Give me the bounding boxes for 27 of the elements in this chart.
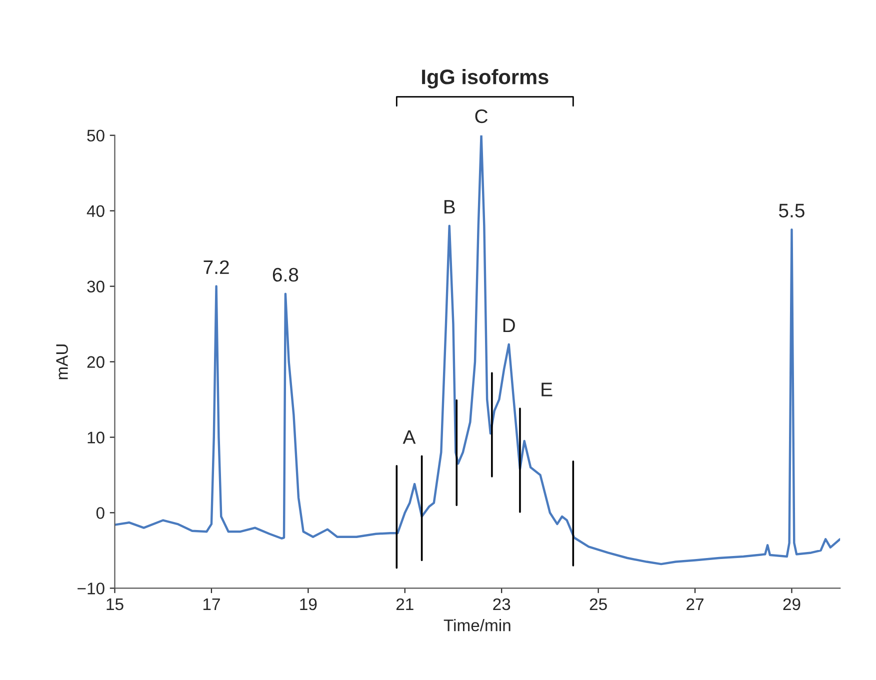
x-tick-label: 27	[686, 598, 704, 610]
annotation: A	[402, 430, 416, 444]
x-tick-label: 21	[396, 598, 414, 610]
y-tick-label: 0	[96, 507, 104, 519]
x-tick-label: 25	[590, 598, 607, 610]
annotation: B	[444, 200, 455, 214]
y-tick-label: −10	[78, 582, 104, 594]
y-axis-title: mAU	[56, 344, 68, 380]
y-tick-label: 30	[87, 280, 104, 292]
y-tick-label: 10	[88, 432, 104, 444]
x-tick-label: 29	[783, 598, 800, 610]
x-axis-title: Time/min	[444, 619, 510, 632]
annotation: C	[475, 109, 488, 124]
y-tick-label: 50	[87, 130, 104, 142]
text: IgG isoforms	[422, 68, 548, 88]
annotation: D	[503, 318, 515, 332]
annotation: 6.8	[272, 268, 298, 282]
line-series	[114, 135, 840, 566]
x-tick-label: 19	[300, 598, 317, 610]
y-tick-label: 20	[87, 356, 104, 368]
y-tick-label: 40	[86, 205, 104, 218]
x-tick-label: 17	[203, 598, 220, 610]
annotation: E	[542, 382, 552, 396]
x-tick-label: 15	[106, 598, 124, 610]
annotation: 5.5	[778, 204, 804, 218]
annotation: 7.2	[204, 260, 229, 274]
x-tick-label: 23	[493, 598, 510, 610]
